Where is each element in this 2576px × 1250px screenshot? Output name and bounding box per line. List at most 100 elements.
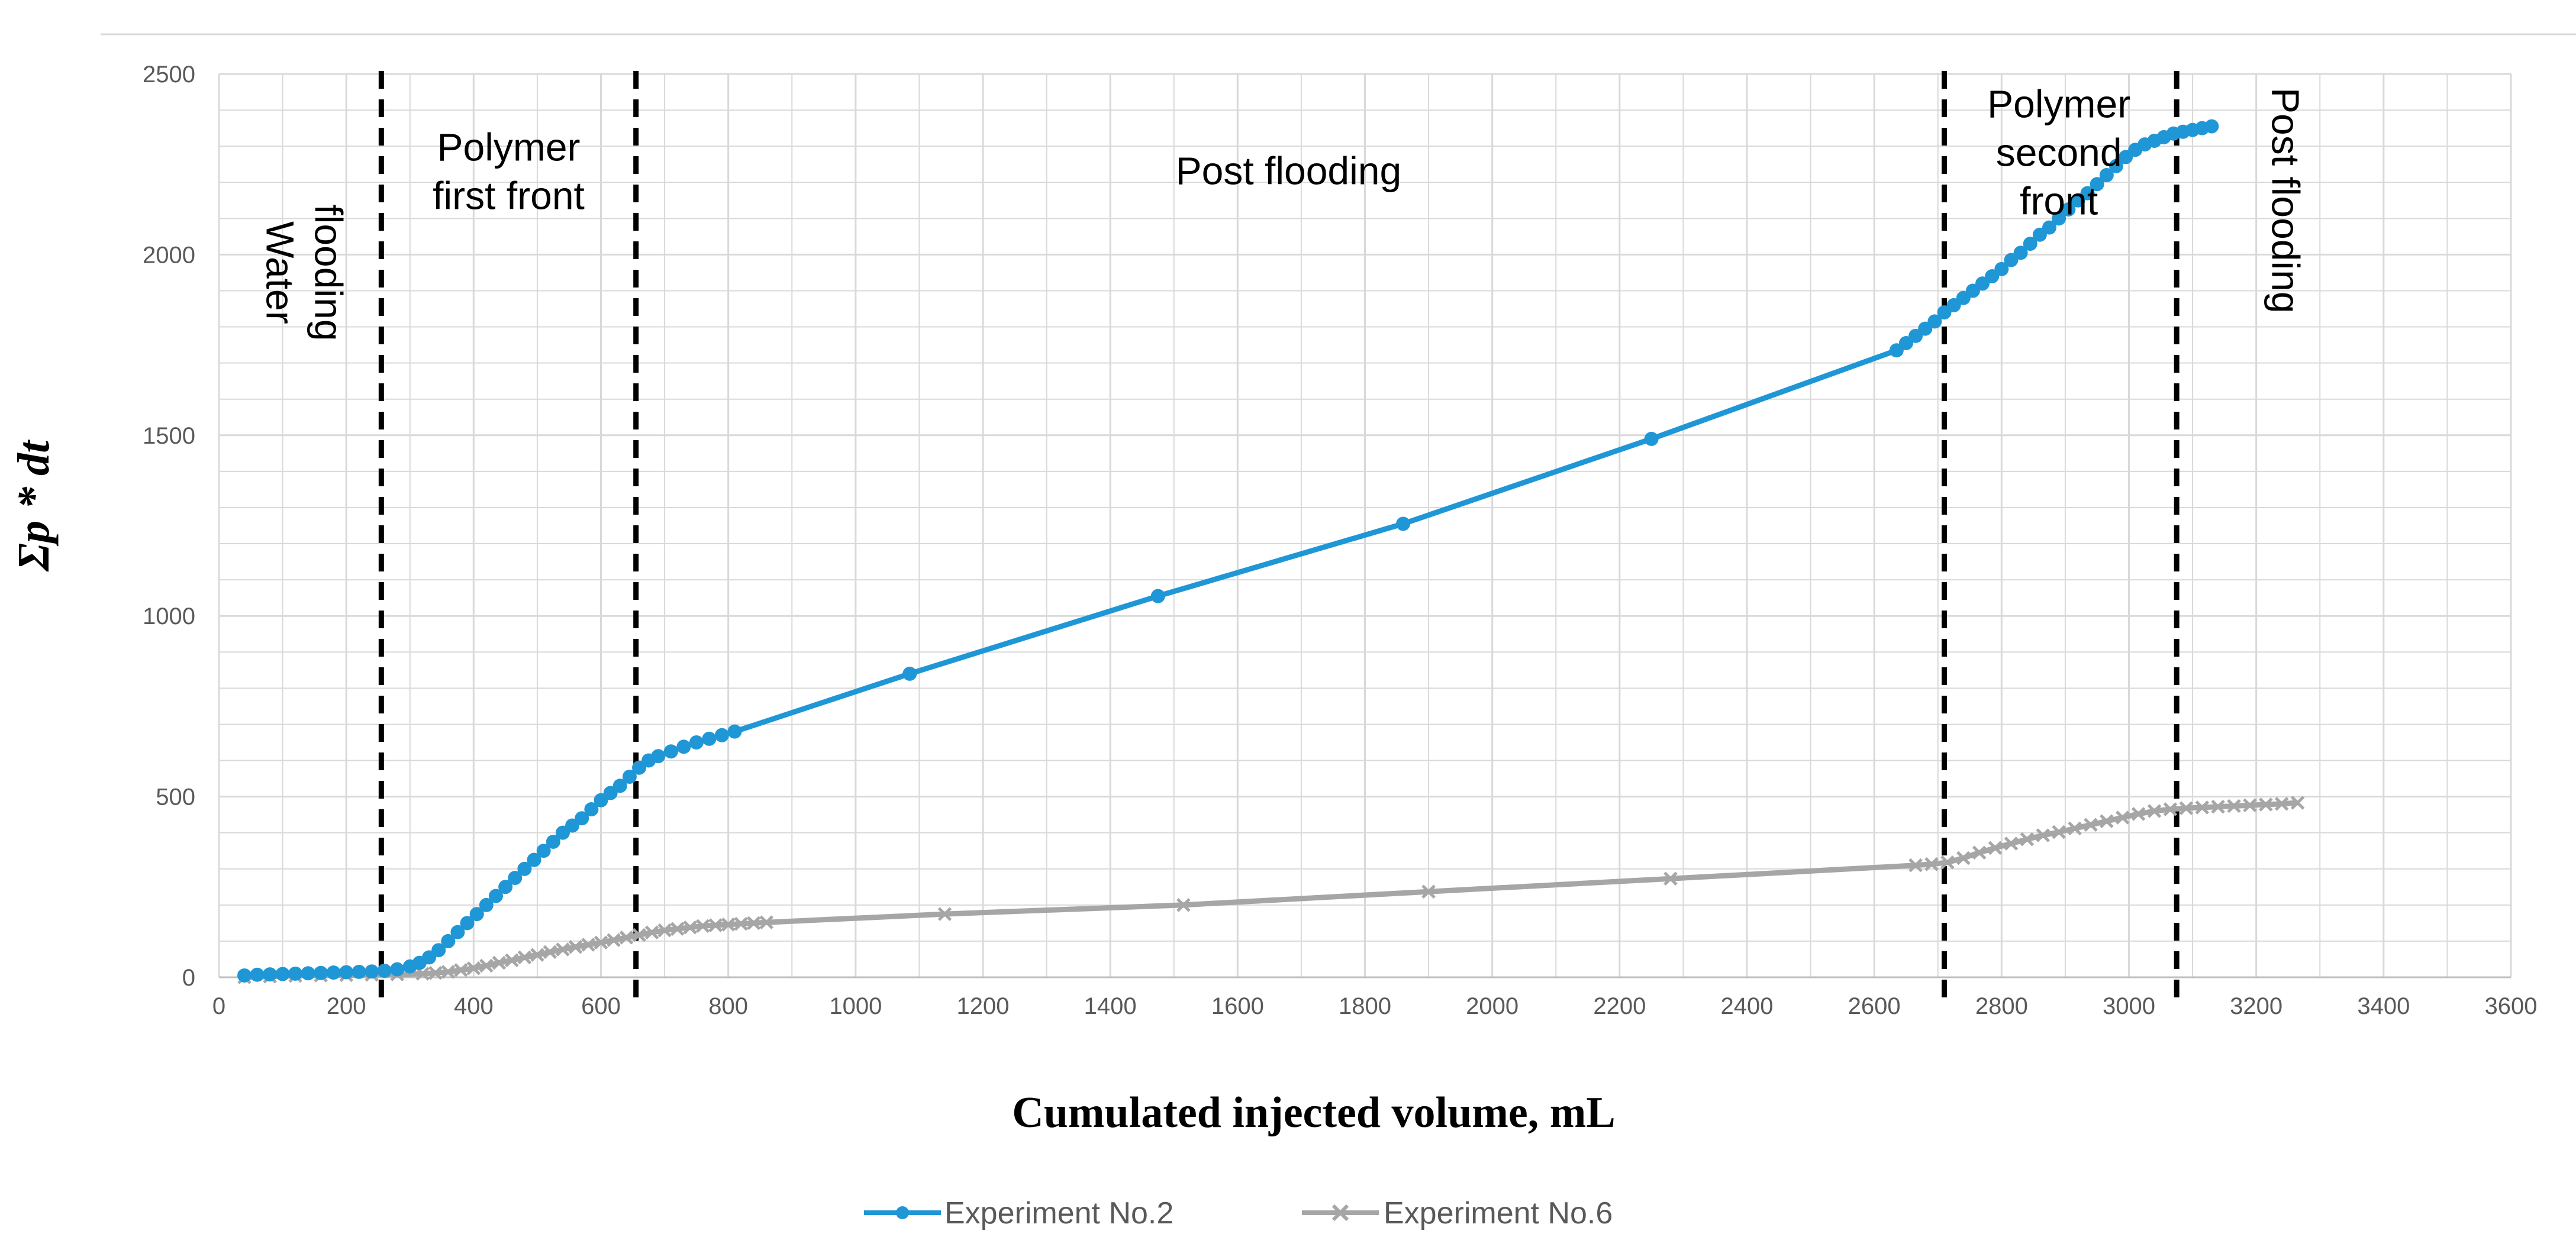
point-exp6 <box>454 963 468 977</box>
x-tick-label: 0 <box>212 993 225 1019</box>
point-exp6 <box>441 965 456 979</box>
point-exp2 <box>288 966 303 981</box>
point-exp2 <box>536 844 551 858</box>
point-exp6 <box>1956 851 1971 865</box>
point-exp2 <box>1150 589 1165 603</box>
point-exp6 <box>670 922 685 936</box>
point-exp6 <box>2147 804 2162 818</box>
x-tick-label: 1800 <box>1339 993 1391 1019</box>
region-label: flooding <box>307 204 351 341</box>
point-exp2 <box>460 916 475 931</box>
point-exp6 <box>2179 801 2194 815</box>
point-exp6 <box>517 950 532 965</box>
point-exp6 <box>505 953 519 968</box>
point-exp2 <box>2099 168 2114 183</box>
x-tick-label: 1600 <box>1211 993 1264 1019</box>
x-tick-label: 1400 <box>1084 993 1137 1019</box>
point-exp6 <box>2211 799 2225 814</box>
point-exp2 <box>2023 237 2037 251</box>
point-exp2 <box>546 834 560 849</box>
y-tick-label: 2500 <box>143 62 195 88</box>
point-exp6 <box>2084 818 2098 832</box>
point-exp2 <box>498 880 513 894</box>
point-exp2 <box>2042 220 2057 235</box>
point-exp2 <box>263 967 278 982</box>
point-exp2 <box>441 934 456 948</box>
region-label: Post flooding <box>1176 148 1402 192</box>
point-exp6 <box>657 923 672 938</box>
region-label: first front <box>433 174 585 218</box>
region-label: front <box>2020 179 2098 222</box>
point-exp2 <box>479 897 494 912</box>
point-exp6 <box>556 942 570 957</box>
y-tick-label: 2000 <box>143 242 195 268</box>
point-exp6 <box>2274 797 2289 811</box>
legend-marker-exp2 <box>896 1206 909 1219</box>
point-exp6 <box>607 933 621 947</box>
point-exp2 <box>275 967 290 981</box>
point-exp6 <box>2290 796 2305 810</box>
x-tick-label: 800 <box>708 993 748 1019</box>
y-axis-title: Σp * dt <box>9 439 59 572</box>
legend-item-exp6: Experiment No.6 <box>1302 1196 1613 1230</box>
legend: Experiment No.2 Experiment No.6 <box>864 1196 1613 1230</box>
point-exp6 <box>2115 810 2130 825</box>
point-exp2 <box>237 968 252 983</box>
point-exp2 <box>339 965 354 980</box>
legend-marker-exp6 <box>1331 1204 1349 1222</box>
point-exp2 <box>676 739 691 754</box>
series-group <box>237 119 2305 984</box>
point-exp2 <box>575 811 589 826</box>
point-exp6 <box>759 915 773 929</box>
x-tick-label: 400 <box>454 993 494 1019</box>
point-exp2 <box>314 965 328 980</box>
point-exp2 <box>2013 246 2028 260</box>
point-exp2 <box>390 962 405 977</box>
point-exp6 <box>1940 855 1955 870</box>
point-exp6 <box>683 920 697 935</box>
point-exp6 <box>492 955 507 970</box>
point-exp2 <box>301 966 315 981</box>
point-exp2 <box>527 852 541 867</box>
point-exp2 <box>450 925 465 939</box>
region-label: Polymer <box>1987 82 2130 125</box>
point-exp6 <box>581 938 595 952</box>
point-exp6 <box>746 916 761 931</box>
point-exp6 <box>2020 832 2035 847</box>
y-tick-label: 0 <box>182 965 195 991</box>
point-exp6 <box>2195 800 2209 815</box>
point-exp6 <box>632 928 646 942</box>
point-exp6 <box>1924 857 1939 871</box>
point-exp2 <box>689 735 704 750</box>
point-exp2 <box>508 871 523 886</box>
point-exp6 <box>428 965 443 980</box>
point-exp2 <box>714 728 729 742</box>
point-exp6 <box>644 925 659 940</box>
point-exp6 <box>2131 807 2146 821</box>
point-exp6 <box>2227 799 2241 813</box>
point-exp6 <box>594 935 608 950</box>
legend-label-exp2: Experiment No.2 <box>944 1196 1173 1230</box>
point-exp2 <box>250 967 265 982</box>
x-tick-label: 2200 <box>1593 993 1646 1019</box>
point-exp6 <box>2163 802 2178 816</box>
point-exp2 <box>377 964 392 978</box>
point-exp6 <box>734 916 748 931</box>
point-exp6 <box>2036 828 2051 842</box>
point-exp2 <box>352 964 366 979</box>
point-exp2 <box>622 770 637 784</box>
grid <box>218 73 2512 978</box>
point-exp2 <box>517 861 532 876</box>
point-exp2 <box>1644 431 1659 446</box>
point-exp2 <box>702 731 717 746</box>
x-tick-label: 200 <box>327 993 366 1019</box>
point-exp6 <box>2004 836 2019 851</box>
series-line-exp6 <box>244 800 2298 980</box>
x-tick-labels: 0 200 400 600 800 1000 1200 1400 1600 1800 2000 220… <box>212 993 2538 1019</box>
x-tick-label: 1000 <box>829 993 882 1019</box>
point-exp6 <box>1972 845 1987 860</box>
x-tick-label: 2800 <box>1975 993 2028 1019</box>
point-exp6 <box>2068 821 2082 836</box>
point-exp2 <box>663 744 678 759</box>
y-tick-label: 1000 <box>143 603 195 629</box>
